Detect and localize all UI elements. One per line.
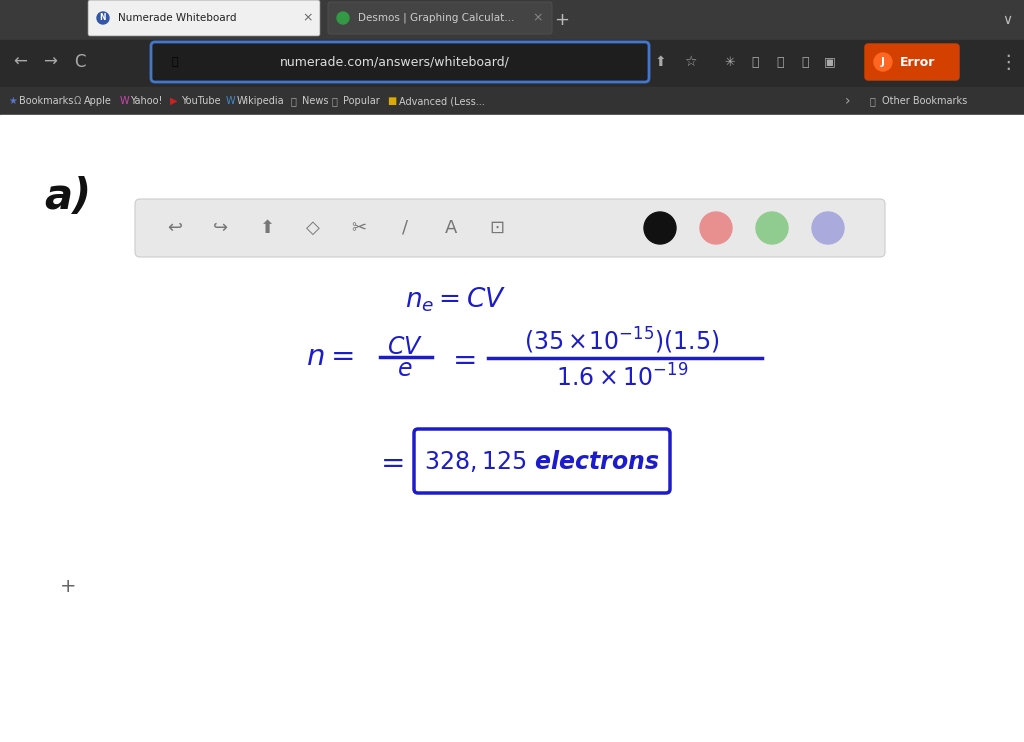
Text: ⊡: ⊡ xyxy=(489,219,505,237)
Text: News: News xyxy=(302,96,329,106)
Text: ⬛: ⬛ xyxy=(776,56,783,68)
Text: a): a) xyxy=(44,176,91,218)
Text: W: W xyxy=(119,96,129,106)
Text: ▣: ▣ xyxy=(824,56,836,68)
Text: ◇: ◇ xyxy=(306,219,319,237)
Text: N: N xyxy=(99,13,106,22)
FancyBboxPatch shape xyxy=(328,2,552,34)
Text: ✂: ✂ xyxy=(351,219,367,237)
Text: Other Bookmarks: Other Bookmarks xyxy=(882,96,968,106)
Text: $=$: $=$ xyxy=(447,345,476,373)
Text: ⬆: ⬆ xyxy=(259,219,274,237)
Text: Ω: Ω xyxy=(73,96,81,106)
Text: Apple: Apple xyxy=(84,96,112,106)
Text: Error: Error xyxy=(900,56,936,68)
Text: →: → xyxy=(43,53,57,71)
Text: $328,125$ electrons: $328,125$ electrons xyxy=(424,448,659,474)
Circle shape xyxy=(874,53,892,71)
Text: ←: ← xyxy=(13,53,27,71)
Bar xyxy=(0,115,1024,742)
Bar xyxy=(0,40,1024,84)
Text: +: + xyxy=(555,11,569,29)
Text: 📄: 📄 xyxy=(332,96,338,106)
FancyBboxPatch shape xyxy=(135,199,885,257)
Text: ★: ★ xyxy=(8,96,16,106)
Text: 📄: 📄 xyxy=(870,96,876,106)
Text: C: C xyxy=(75,53,86,71)
Text: ↪: ↪ xyxy=(213,219,228,237)
Circle shape xyxy=(337,12,349,24)
Text: $(35\times\!10^{-15})(1.5)$: $(35\times\!10^{-15})(1.5)$ xyxy=(524,326,720,356)
Text: ■: ■ xyxy=(388,96,397,106)
Text: Numerade Whiteboard: Numerade Whiteboard xyxy=(118,13,237,23)
Ellipse shape xyxy=(644,212,676,244)
FancyBboxPatch shape xyxy=(865,44,959,80)
Bar xyxy=(0,0,1024,40)
Text: Advanced (Less...: Advanced (Less... xyxy=(398,96,484,106)
Text: ›: › xyxy=(845,94,851,108)
Text: Desmos | Graphing Calculat...: Desmos | Graphing Calculat... xyxy=(358,13,514,23)
Ellipse shape xyxy=(756,212,788,244)
Text: /: / xyxy=(402,219,408,237)
Text: ∨: ∨ xyxy=(1001,13,1012,27)
Ellipse shape xyxy=(812,212,844,244)
Text: ×: × xyxy=(303,11,313,24)
Text: 📄: 📄 xyxy=(291,96,297,106)
Text: Wikipedia: Wikipedia xyxy=(237,96,285,106)
Text: J: J xyxy=(881,57,885,67)
Text: Popular: Popular xyxy=(343,96,380,106)
Text: ⬆: ⬆ xyxy=(654,55,666,69)
Text: $CV$: $CV$ xyxy=(387,335,423,359)
Text: 🔒: 🔒 xyxy=(172,57,178,67)
Text: 🧩: 🧩 xyxy=(752,56,759,68)
Ellipse shape xyxy=(700,212,732,244)
Text: $1.6\times10^{-19}$: $1.6\times10^{-19}$ xyxy=(556,364,688,392)
Text: YouTube: YouTube xyxy=(181,96,220,106)
FancyBboxPatch shape xyxy=(88,0,319,36)
Text: ✳: ✳ xyxy=(725,56,735,68)
Text: ⬜: ⬜ xyxy=(801,56,809,68)
Text: ×: × xyxy=(532,11,544,24)
Text: $n_e = CV$: $n_e = CV$ xyxy=(406,286,506,315)
Text: A: A xyxy=(444,219,457,237)
Text: +: + xyxy=(59,577,76,597)
Text: $=$: $=$ xyxy=(376,448,404,476)
FancyBboxPatch shape xyxy=(151,42,649,82)
Text: W: W xyxy=(225,96,236,106)
Circle shape xyxy=(97,12,109,24)
Text: ☆: ☆ xyxy=(684,55,696,69)
Text: $e$: $e$ xyxy=(397,357,413,381)
Text: ▶: ▶ xyxy=(170,96,177,106)
Text: ↩: ↩ xyxy=(168,219,182,237)
Text: $n =$: $n =$ xyxy=(306,343,353,371)
Bar xyxy=(0,87,1024,115)
Text: Bookmarks: Bookmarks xyxy=(19,96,74,106)
Text: numerade.com/answers/whiteboard/: numerade.com/answers/whiteboard/ xyxy=(280,56,510,68)
Text: Yahoo!: Yahoo! xyxy=(130,96,163,106)
Text: ⋮: ⋮ xyxy=(998,53,1018,71)
